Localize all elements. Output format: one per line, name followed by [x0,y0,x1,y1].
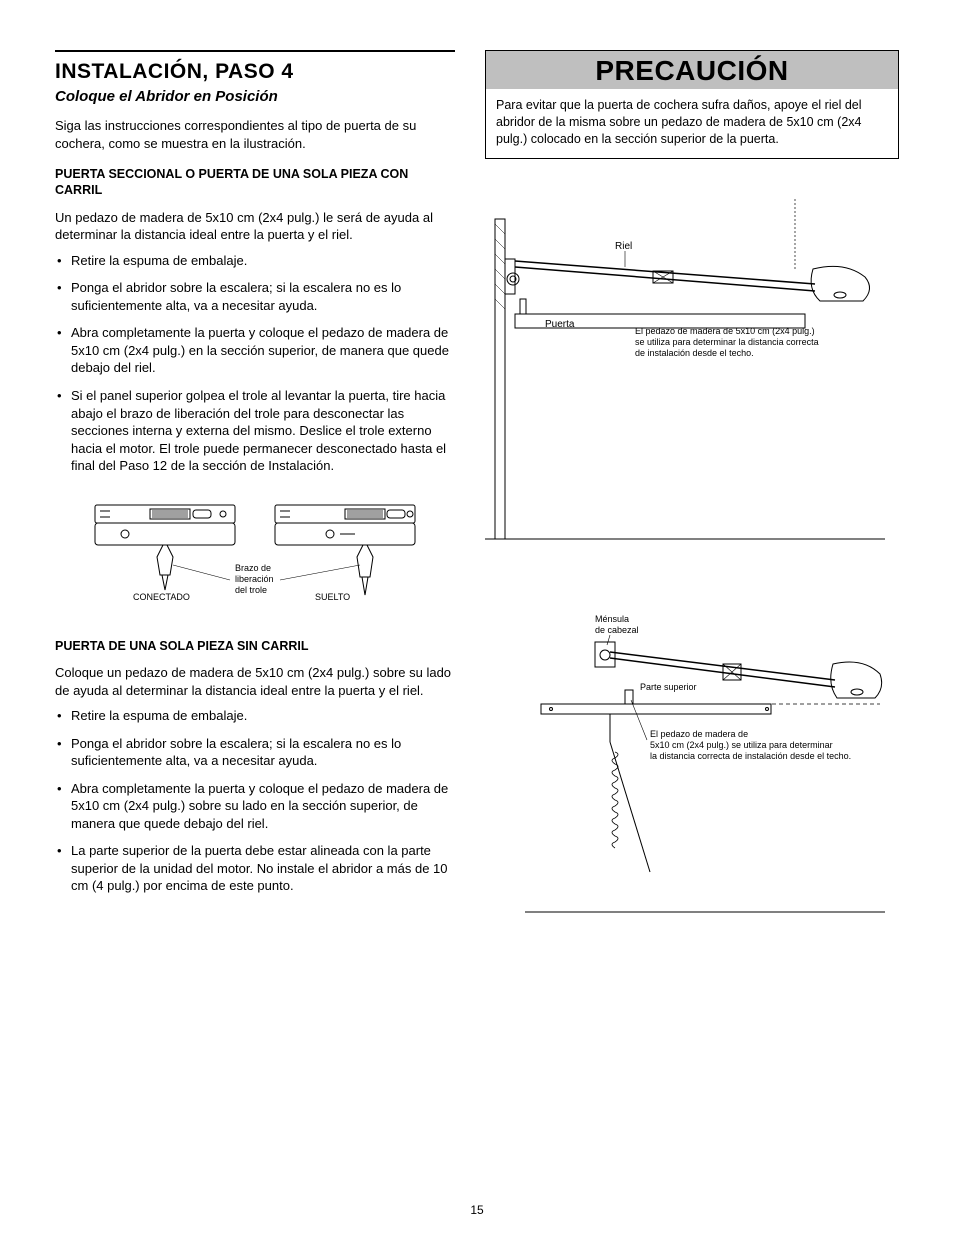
rule-line [55,50,455,52]
label-brazo2: liberación [235,574,274,584]
list-item: La parte superior de la puerta debe esta… [55,842,455,895]
list-item: Ponga el abridor sobre la escalera; si l… [55,279,455,314]
label-riel: Riel [615,241,632,252]
label-brazo1: Brazo de [235,563,271,573]
label-parte: Parte superior [640,682,697,692]
label-suelto: SUELTO [315,592,350,602]
section1-list: Retire la espuma de embalaje. Ponga el a… [55,252,455,475]
label-note2: se utiliza para determinar la distancia … [635,337,819,347]
section1-body: Un pedazo de madera de 5x10 cm (2x4 pulg… [55,209,455,244]
list-item: Si el panel superior golpea el trole al … [55,387,455,475]
label-puerta: Puerta [545,319,575,330]
figure-onepiece-door: Ménsula de cabezal Parte superior El ped… [485,612,899,955]
label-note3: de instalación desde el techo. [635,348,754,358]
caution-body: Para evitar que la puerta de cochera suf… [486,89,898,158]
list-item: Abra completamente la puerta y coloque e… [55,780,455,833]
label-f3-note1: El pedazo de madera de [650,729,748,739]
main-title: INSTALACIÓN, PASO 4 [55,60,455,84]
label-f3-note2: 5x10 cm (2x4 pulg.) se utiliza para dete… [650,740,833,750]
figure-trolley: CONECTADO Brazo de liberación del trole … [55,495,455,608]
label-mensula1: Ménsula [595,614,629,624]
label-brazo3: del trole [235,585,267,595]
page-number: 15 [0,1203,954,1217]
intro-paragraph: Siga las instrucciones correspondientes … [55,117,455,152]
list-item: Retire la espuma de embalaje. [55,252,455,270]
right-column: PRECAUCIÓN Para evitar que la puerta de … [485,50,899,1005]
section2-list: Retire la espuma de embalaje. Ponga el a… [55,707,455,895]
list-item: Retire la espuma de embalaje. [55,707,455,725]
section1-heading: PUERTA SECCIONAL O PUERTA DE UNA SOLA PI… [55,166,455,199]
left-column: INSTALACIÓN, PASO 4 Coloque el Abridor e… [55,50,455,1005]
caution-box: PRECAUCIÓN Para evitar que la puerta de … [485,50,899,159]
label-note1: El pedazo de madera de 5x10 cm (2x4 pulg… [635,326,815,336]
section2-body: Coloque un pedazo de madera de 5x10 cm (… [55,664,455,699]
label-f3-note3: la distancia correcta de instalación des… [650,751,851,761]
subtitle: Coloque el Abridor en Posición [55,88,455,105]
figure-sectional-door: Riel Puerta El pedazo de madera de 5x10 … [485,199,899,562]
caution-header: PRECAUCIÓN [486,51,898,89]
section2-heading: PUERTA DE UNA SOLA PIEZA SIN CARRIL [55,638,455,654]
caution-title: PRECAUCIÓN [595,55,788,86]
label-mensula2: de cabezal [595,625,639,635]
list-item: Abra completamente la puerta y coloque e… [55,324,455,377]
label-conectado: CONECTADO [133,592,190,602]
list-item: Ponga el abridor sobre la escalera; si l… [55,735,455,770]
